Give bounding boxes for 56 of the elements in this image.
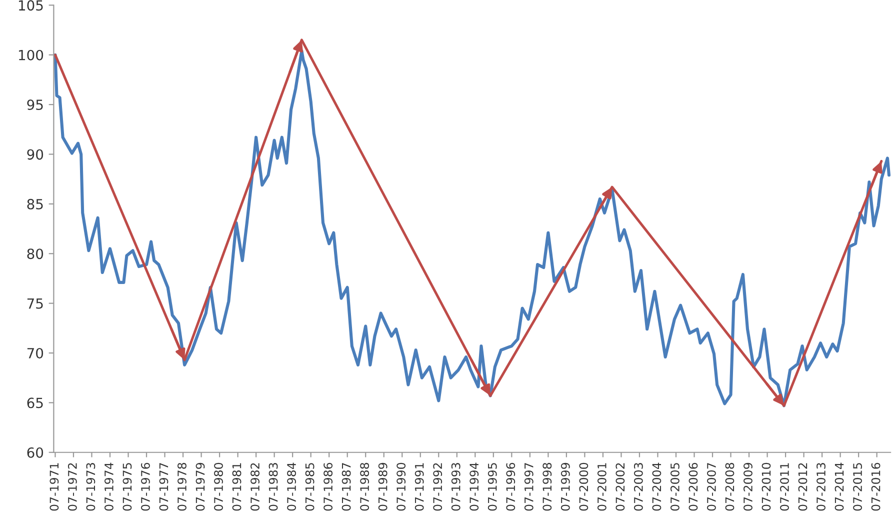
x-tick-label: 07-2001: [597, 463, 606, 511]
x-tick-label: 07-1974: [104, 462, 114, 511]
x-tick-label: 07-1984: [287, 462, 296, 511]
x-tick-label: 07-1983: [268, 463, 278, 511]
x-tick-label: 07-1998: [542, 462, 552, 511]
x-tick-label: 07-1997: [524, 463, 534, 511]
x-tick-label: 07-2004: [652, 462, 662, 511]
x-tick-label: 07-1986: [324, 462, 333, 511]
x-tick-label: 07-1991: [414, 463, 424, 511]
x-tick-label: 07-1992: [433, 463, 442, 511]
y-tick-label: 105: [18, 0, 43, 11]
x-tick-label: 07-1993: [451, 463, 460, 511]
x-tick-label: 07-2010: [762, 462, 771, 511]
y-tick-label: 65: [27, 398, 43, 408]
x-tick-label: 07-2013: [816, 463, 826, 511]
x-tick-label: 07-1980: [214, 462, 223, 511]
x-tick-label: 07-2012: [798, 463, 808, 511]
y-tick-label: 95: [27, 100, 43, 110]
x-tick-label: 07-1973: [86, 463, 96, 511]
x-tick-label: 07-2011: [780, 463, 789, 511]
x-tick-label: 07-1976: [141, 462, 150, 511]
x-tick-label: 07-2002: [616, 463, 625, 511]
x-tick-label: 07-2006: [688, 462, 698, 511]
y-tick-label: 100: [18, 50, 44, 60]
x-tick-label: 07-1978: [178, 462, 186, 511]
x-tick-label: 07-2016: [871, 462, 880, 511]
x-tick-label: 07-1971: [50, 463, 59, 511]
x-tick-label: 07-2015: [853, 463, 862, 511]
x-tick-label: 07-1975: [122, 463, 132, 511]
y-tick-label: 75: [27, 298, 43, 309]
x-tick-label: 07-2003: [634, 463, 643, 511]
y-tick-label: 85: [27, 198, 43, 210]
x-tick-label: 07-1988: [360, 462, 370, 511]
x-tick-label: 07-1982: [250, 463, 260, 511]
x-tick-label: 07-2009: [744, 462, 752, 511]
x-tick-label: 07-1999: [560, 462, 570, 511]
x-tick-label: 07-2008: [725, 462, 734, 511]
x-tick-label: 07-1995: [488, 463, 497, 511]
x-tick-label: 07-1994: [470, 462, 479, 511]
y-tick-label: 60: [27, 447, 44, 458]
x-tick-label: 07-2014: [834, 462, 844, 511]
x-tick-label: 07-1996: [506, 462, 516, 511]
x-tick-label: 07-1972: [68, 463, 77, 511]
x-tick-label: 07-1981: [232, 463, 242, 511]
x-tick-label: 07-2005: [670, 463, 680, 511]
x-tick-label: 07-1987: [342, 463, 351, 511]
x-tick-label: 07-1979: [196, 462, 205, 511]
x-tick-label: 07-1977: [159, 463, 168, 511]
y-tick-label: 80: [27, 248, 44, 260]
x-tick-label: 07-1985: [305, 463, 314, 511]
y-tick-label: 90: [27, 149, 44, 160]
x-tick-label: 07-1989: [378, 462, 388, 511]
x-tick-label: 07-1990: [396, 462, 406, 511]
x-tick-label: 07-2000: [579, 462, 588, 511]
y-tick-label: 70: [27, 348, 44, 358]
x-tick-label: 07-2007: [707, 463, 716, 511]
